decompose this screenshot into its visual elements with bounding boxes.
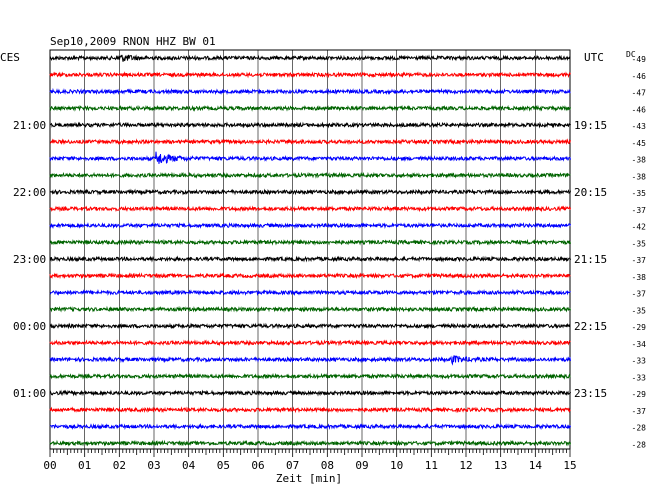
- seismic-trace: [49, 71, 571, 79]
- dc-offset-label: -33: [632, 373, 647, 382]
- seismic-trace: [49, 305, 571, 313]
- dc-offset-label: -38: [632, 273, 647, 282]
- x-tick-label: 15: [563, 459, 576, 472]
- dc-offset-label: -28: [632, 424, 647, 433]
- x-tick-label: 05: [217, 459, 230, 472]
- seismic-trace: [49, 272, 571, 280]
- dc-offset-label: -37: [632, 290, 647, 299]
- seismic-trace: [49, 255, 571, 263]
- dc-offset-label: -49: [632, 55, 647, 64]
- x-tick-label: 11: [425, 459, 438, 472]
- dc-offset-label: -33: [632, 357, 647, 366]
- x-tick-label: 08: [321, 459, 334, 472]
- seismic-trace: [49, 422, 571, 431]
- dc-offset-label: -34: [632, 340, 647, 349]
- x-tick-label: 02: [113, 459, 126, 472]
- dc-offset-label: -29: [632, 390, 647, 399]
- dc-offset-label: -37: [632, 256, 647, 265]
- seismic-trace: [49, 221, 571, 230]
- chart-title: Sep10,2009 RNON HHZ BW 01: [50, 35, 216, 48]
- dc-offset-label: -37: [632, 206, 647, 215]
- x-tick-label: 04: [182, 459, 196, 472]
- seismic-trace: [49, 87, 571, 96]
- dc-offset-label: -35: [632, 306, 647, 315]
- dc-offset-label: -29: [632, 323, 647, 332]
- dc-label: DC: [626, 50, 636, 59]
- dc-offset-label: -37: [632, 407, 647, 416]
- x-tick-label: 14: [529, 459, 543, 472]
- plot-frame: [49, 49, 571, 450]
- right-timezone-label: UTC: [584, 51, 604, 64]
- seismic-trace: [49, 104, 571, 112]
- x-axis-label: Zeit [min]: [276, 472, 342, 485]
- seismic-trace: [49, 339, 571, 347]
- seismic-trace: [50, 138, 571, 146]
- x-tick-label: 07: [286, 459, 299, 472]
- dc-offset-label: -38: [632, 156, 647, 165]
- dc-offset-label: -35: [632, 189, 647, 198]
- time-labels: -49 -46 -47 -46 -43 -45 -38 -38 -35 -37 -42 -35 -37 -…: [13, 55, 646, 449]
- plot-border: [49, 49, 571, 450]
- seismic-trace: [49, 439, 571, 447]
- x-tick-label: 09: [355, 459, 368, 472]
- x-tick-label: 03: [147, 459, 160, 472]
- dc-offset-label: -42: [632, 223, 647, 232]
- right-time-label: 23:15: [574, 387, 607, 400]
- left-time-label: 21:00: [13, 119, 46, 132]
- left-time-label: 00:00: [13, 320, 46, 333]
- dc-offset-label: -46: [632, 105, 647, 114]
- seismic-trace: [49, 188, 571, 196]
- x-tick-label: 00: [43, 459, 56, 472]
- seismic-trace: [49, 389, 571, 397]
- x-tick-label: 13: [494, 459, 507, 472]
- left-time-label: 01:00: [13, 387, 46, 400]
- seismic-trace: [49, 322, 571, 330]
- trace-group: [49, 54, 571, 447]
- dc-offset-label: -45: [632, 139, 647, 148]
- seismic-trace: [49, 54, 571, 62]
- dc-offset-label: -47: [632, 89, 647, 98]
- right-time-label: 22:15: [574, 320, 607, 333]
- seismic-trace: [49, 205, 571, 213]
- seismic-trace: [49, 406, 571, 414]
- seismic-trace: [49, 372, 571, 380]
- right-time-label: 20:15: [574, 186, 607, 199]
- right-time-label: 19:15: [574, 119, 607, 132]
- dc-offset-label: -35: [632, 239, 647, 248]
- left-timezone-label: CES: [0, 51, 20, 64]
- dc-offset-label: -46: [632, 72, 647, 81]
- seismic-trace: [49, 171, 571, 179]
- left-time-label: 23:00: [13, 253, 46, 266]
- seismic-trace: [49, 151, 571, 164]
- x-tick-label: 01: [78, 459, 91, 472]
- seismic-trace: [49, 121, 571, 129]
- seismic-trace: [49, 355, 571, 366]
- right-time-label: 21:15: [574, 253, 607, 266]
- x-tick-label: 10: [390, 459, 403, 472]
- left-time-label: 22:00: [13, 186, 46, 199]
- x-tick-label: 06: [251, 459, 264, 472]
- seismic-trace: [49, 288, 571, 296]
- x-axis: 00 01 02 03 04 05 06 07 08 09 10 11 12 13 14 15: [43, 448, 577, 472]
- seismic-trace: [49, 238, 571, 246]
- x-tick-label: 12: [459, 459, 472, 472]
- dc-offset-label: -43: [632, 122, 647, 131]
- dc-offset-label: -38: [632, 172, 647, 181]
- dc-offset-label: -28: [632, 440, 647, 449]
